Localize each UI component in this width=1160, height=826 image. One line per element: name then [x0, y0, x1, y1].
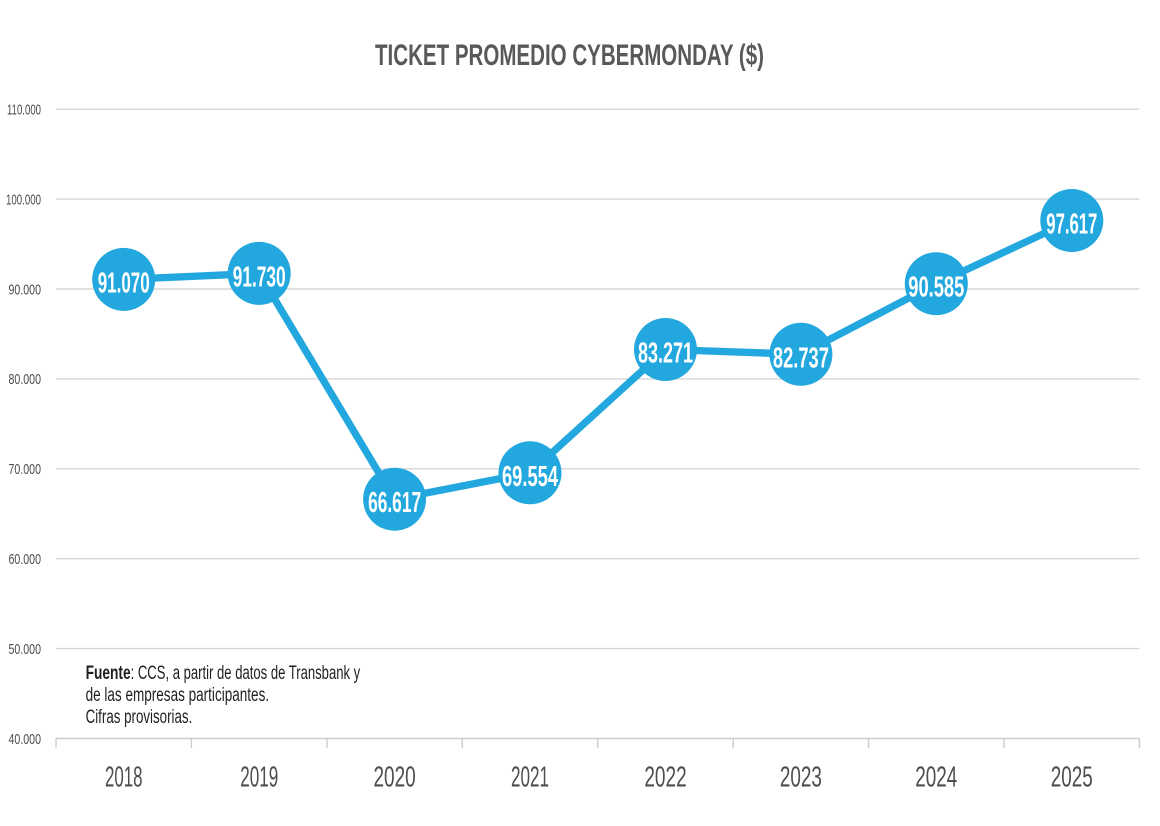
svg-text:69.554: 69.554 — [502, 461, 558, 493]
svg-text:2018: 2018 — [105, 761, 143, 793]
svg-text:80.000: 80.000 — [9, 371, 42, 388]
svg-text:2021: 2021 — [511, 761, 549, 793]
svg-text:66.617: 66.617 — [368, 487, 421, 519]
svg-text:70.000: 70.000 — [9, 461, 42, 478]
svg-text:2020: 2020 — [373, 761, 415, 793]
svg-text:91.070: 91.070 — [98, 267, 150, 299]
svg-text:50.000: 50.000 — [9, 641, 42, 658]
svg-text:2025: 2025 — [1051, 761, 1093, 793]
svg-text:100.000: 100.000 — [6, 191, 41, 208]
svg-text:91.730: 91.730 — [233, 261, 286, 293]
svg-text:90.000: 90.000 — [9, 281, 42, 298]
svg-text:2022: 2022 — [644, 761, 686, 793]
svg-text:Fuente: CCS, a partir de datos: Fuente: CCS, a partir de datos de Transb… — [86, 663, 361, 684]
svg-text:97.617: 97.617 — [1046, 209, 1097, 241]
svg-text:60.000: 60.000 — [9, 551, 42, 568]
svg-text:40.000: 40.000 — [9, 731, 42, 748]
svg-text:82.737: 82.737 — [773, 342, 829, 374]
svg-text:TICKET PROMEDIO CYBERMONDAY ($: TICKET PROMEDIO CYBERMONDAY ($) — [375, 39, 764, 72]
svg-text:de las empresas participantes.: de las empresas participantes. — [86, 685, 270, 706]
svg-text:Cifras provisorias.: Cifras provisorias. — [86, 707, 193, 728]
svg-text:110.000: 110.000 — [7, 102, 41, 119]
svg-text:83.271: 83.271 — [638, 338, 693, 370]
svg-text:2023: 2023 — [780, 761, 822, 793]
svg-text:90.585: 90.585 — [908, 272, 964, 304]
svg-text:2024: 2024 — [915, 761, 957, 793]
svg-text:2019: 2019 — [240, 761, 278, 793]
